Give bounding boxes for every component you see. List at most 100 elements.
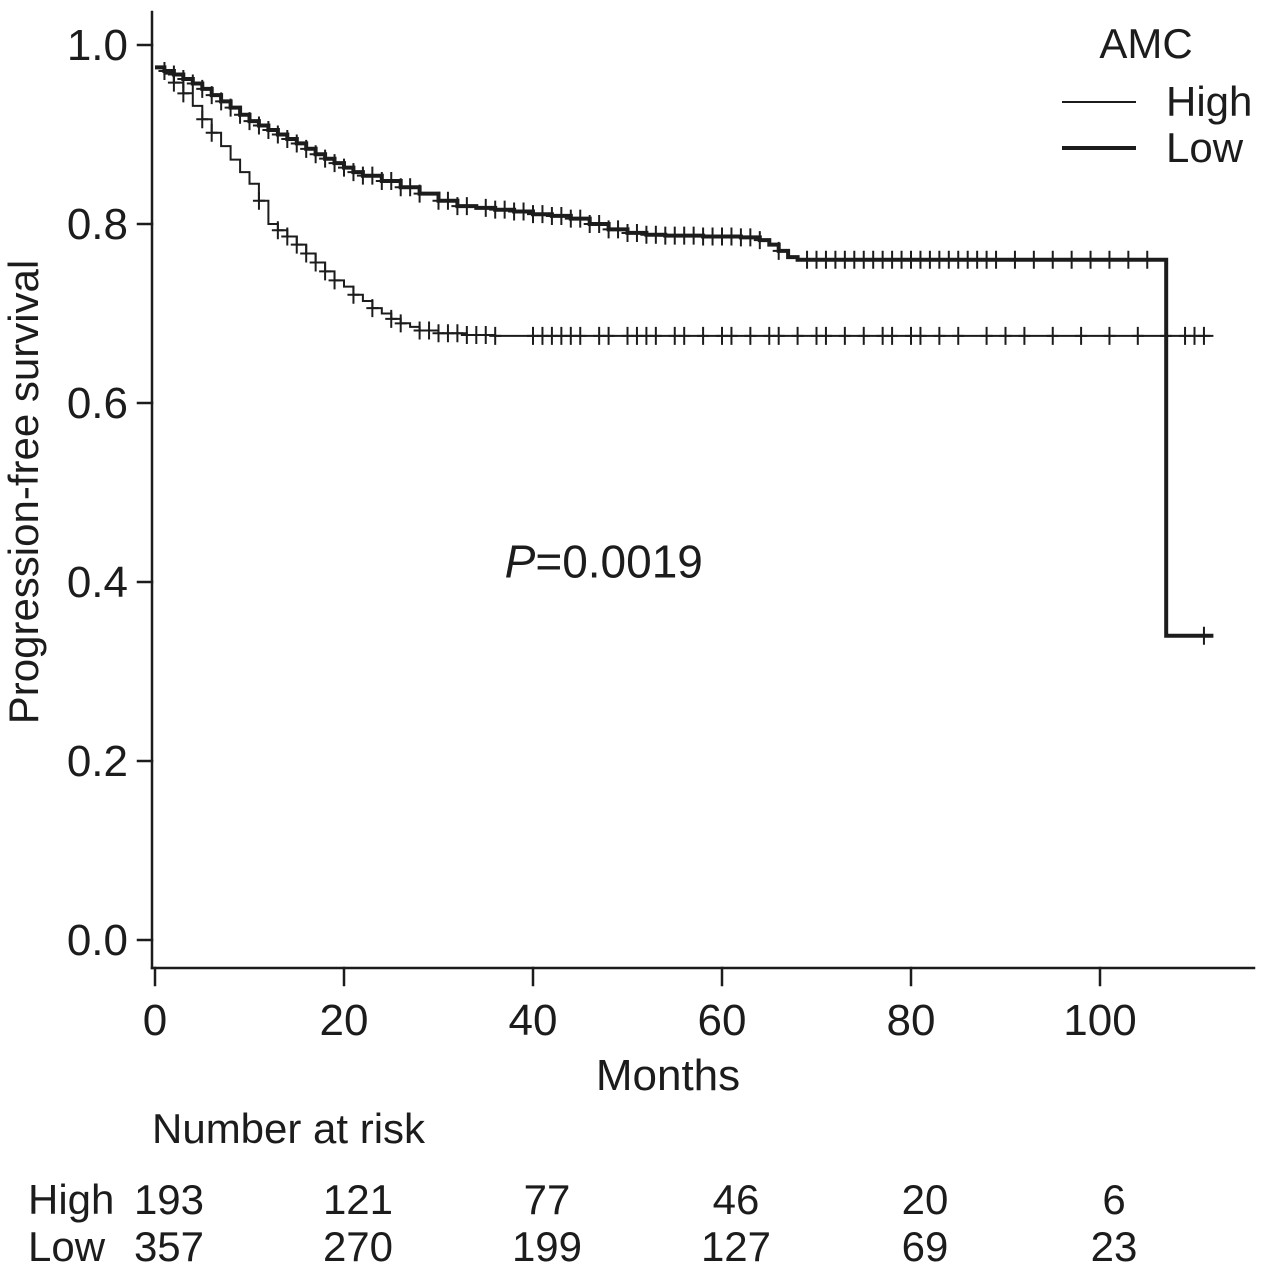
series-low — [155, 61, 1214, 645]
censor-tick — [271, 125, 284, 144]
censor-tick — [574, 209, 587, 228]
risk-value: 193 — [134, 1176, 204, 1223]
censor-tick — [404, 178, 417, 197]
censor-tick — [300, 139, 313, 158]
censor-tick — [593, 215, 606, 233]
censor-tick — [158, 61, 171, 80]
risk-value: 23 — [1091, 1223, 1138, 1270]
censor-tick — [772, 241, 785, 260]
censor-tick — [999, 326, 1012, 345]
censor-tick — [328, 271, 341, 290]
censor-tick — [602, 326, 615, 345]
censor-tick — [338, 158, 350, 177]
censor-tick — [252, 191, 265, 210]
risk-row-label-high: High — [28, 1176, 114, 1223]
censor-tick — [489, 326, 502, 345]
censor-tick — [385, 309, 398, 328]
censor-ticks-low — [158, 61, 1210, 645]
risk-value: 46 — [713, 1176, 760, 1223]
censor-tick — [753, 231, 766, 250]
censor-tick — [290, 134, 303, 153]
risk-value: 69 — [902, 1223, 949, 1270]
censor-tick — [366, 166, 379, 185]
censor-ticks-high — [167, 73, 1210, 345]
censor-tick — [772, 326, 785, 345]
risk-value: 77 — [524, 1176, 571, 1223]
censor-tick — [1046, 326, 1059, 345]
censor-tick — [744, 228, 757, 247]
censor-tick — [1075, 326, 1088, 345]
censor-tick — [243, 112, 256, 131]
censor-tick — [281, 129, 294, 148]
x-tick-label: 20 — [320, 996, 369, 1045]
censor-tick — [886, 326, 899, 345]
censor-tick — [281, 227, 294, 246]
legend-title: AMC — [1099, 20, 1192, 67]
axis-labels: 0.0 0.2 0.4 0.6 0.8 1.0 0 20 40 60 80 100 Months Prog… — [0, 21, 1137, 1100]
censor-tick — [980, 326, 993, 345]
censor-tick — [498, 200, 511, 219]
x-tick-label: 80 — [887, 996, 936, 1045]
censor-tick — [517, 202, 530, 221]
y-axis-title: Progression-free survival — [0, 260, 47, 725]
legend-label-high: High — [1166, 78, 1252, 125]
censor-tick — [366, 299, 379, 318]
censor-tick — [441, 191, 454, 210]
censor-tick — [347, 285, 360, 304]
censor-tick — [347, 163, 360, 182]
y-tick-label: 0.6 — [67, 379, 128, 428]
censor-tick — [678, 326, 691, 345]
censor-tick — [423, 321, 436, 340]
censor-tick — [177, 70, 190, 89]
censor-tick — [838, 326, 851, 345]
censor-tick — [857, 326, 870, 345]
censor-tick — [612, 220, 625, 239]
censor-tick — [1018, 326, 1031, 345]
censor-tick — [1141, 250, 1154, 269]
censor-tick — [744, 326, 757, 345]
censor-tick — [300, 244, 313, 263]
censor-tick — [914, 326, 927, 345]
y-tick-label: 0.4 — [67, 558, 128, 607]
censor-tick — [1008, 250, 1021, 269]
censor-tick — [205, 123, 218, 142]
survival-curve-high — [155, 66, 1214, 337]
risk-value: 20 — [902, 1176, 949, 1223]
censor-tick — [990, 250, 1003, 269]
censor-tick — [451, 324, 464, 343]
y-tick-label: 0.2 — [67, 737, 128, 786]
censor-tick — [1027, 250, 1040, 269]
risk-value: 6 — [1102, 1176, 1125, 1223]
axes — [136, 10, 1256, 987]
censor-tick — [262, 121, 275, 140]
risk-value: 121 — [323, 1176, 393, 1223]
censor-tick — [290, 235, 303, 254]
x-axis-title: Months — [596, 1051, 740, 1100]
censor-tick — [413, 184, 426, 203]
risk-table-title: Number at risk — [152, 1105, 426, 1152]
x-tick-label: 40 — [509, 996, 558, 1045]
risk-table: Number at risk High 193 121 77 46 20 6 Low 357 270… — [28, 1105, 1137, 1270]
p-value-annotation: P=0.0019 — [505, 536, 703, 588]
censor-tick — [933, 326, 946, 345]
risk-row-label-low: Low — [28, 1223, 106, 1270]
censor-tick — [328, 154, 341, 173]
censor-tick — [697, 326, 710, 345]
censor-tick — [309, 145, 322, 164]
x-tick-label: 100 — [1063, 996, 1136, 1045]
censor-tick — [394, 314, 407, 333]
censor-tick — [1084, 250, 1097, 269]
censor-tick — [725, 326, 738, 345]
censor-tick — [271, 221, 284, 240]
y-tick-label: 1.0 — [67, 21, 128, 70]
censor-tick — [1131, 326, 1144, 345]
x-tick-label: 0 — [143, 996, 167, 1045]
censor-tick — [186, 74, 199, 93]
censor-tick — [952, 326, 965, 345]
censor-tick — [630, 223, 643, 242]
censor-tick — [252, 116, 265, 135]
censor-tick — [574, 326, 587, 345]
